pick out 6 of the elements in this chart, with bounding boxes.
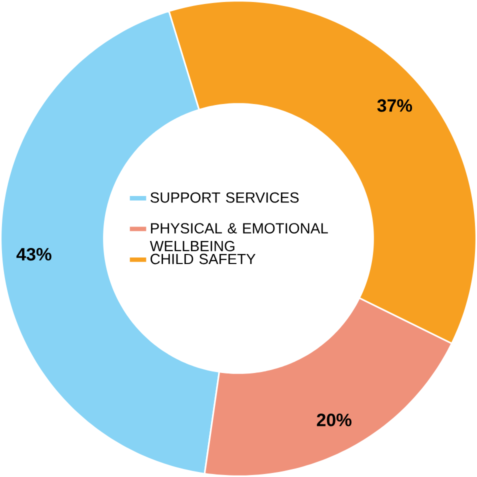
data-label: 20% [316,414,352,426]
data-label: 43% [16,248,52,261]
legend-label: PHYSICAL & EMOTIONAL WELLBEING [150,223,328,252]
data-label: 37% [377,99,412,112]
legend-label: SUPPORT SERVICES [150,192,299,203]
legend-label: CHILD SAFETY [150,254,256,264]
